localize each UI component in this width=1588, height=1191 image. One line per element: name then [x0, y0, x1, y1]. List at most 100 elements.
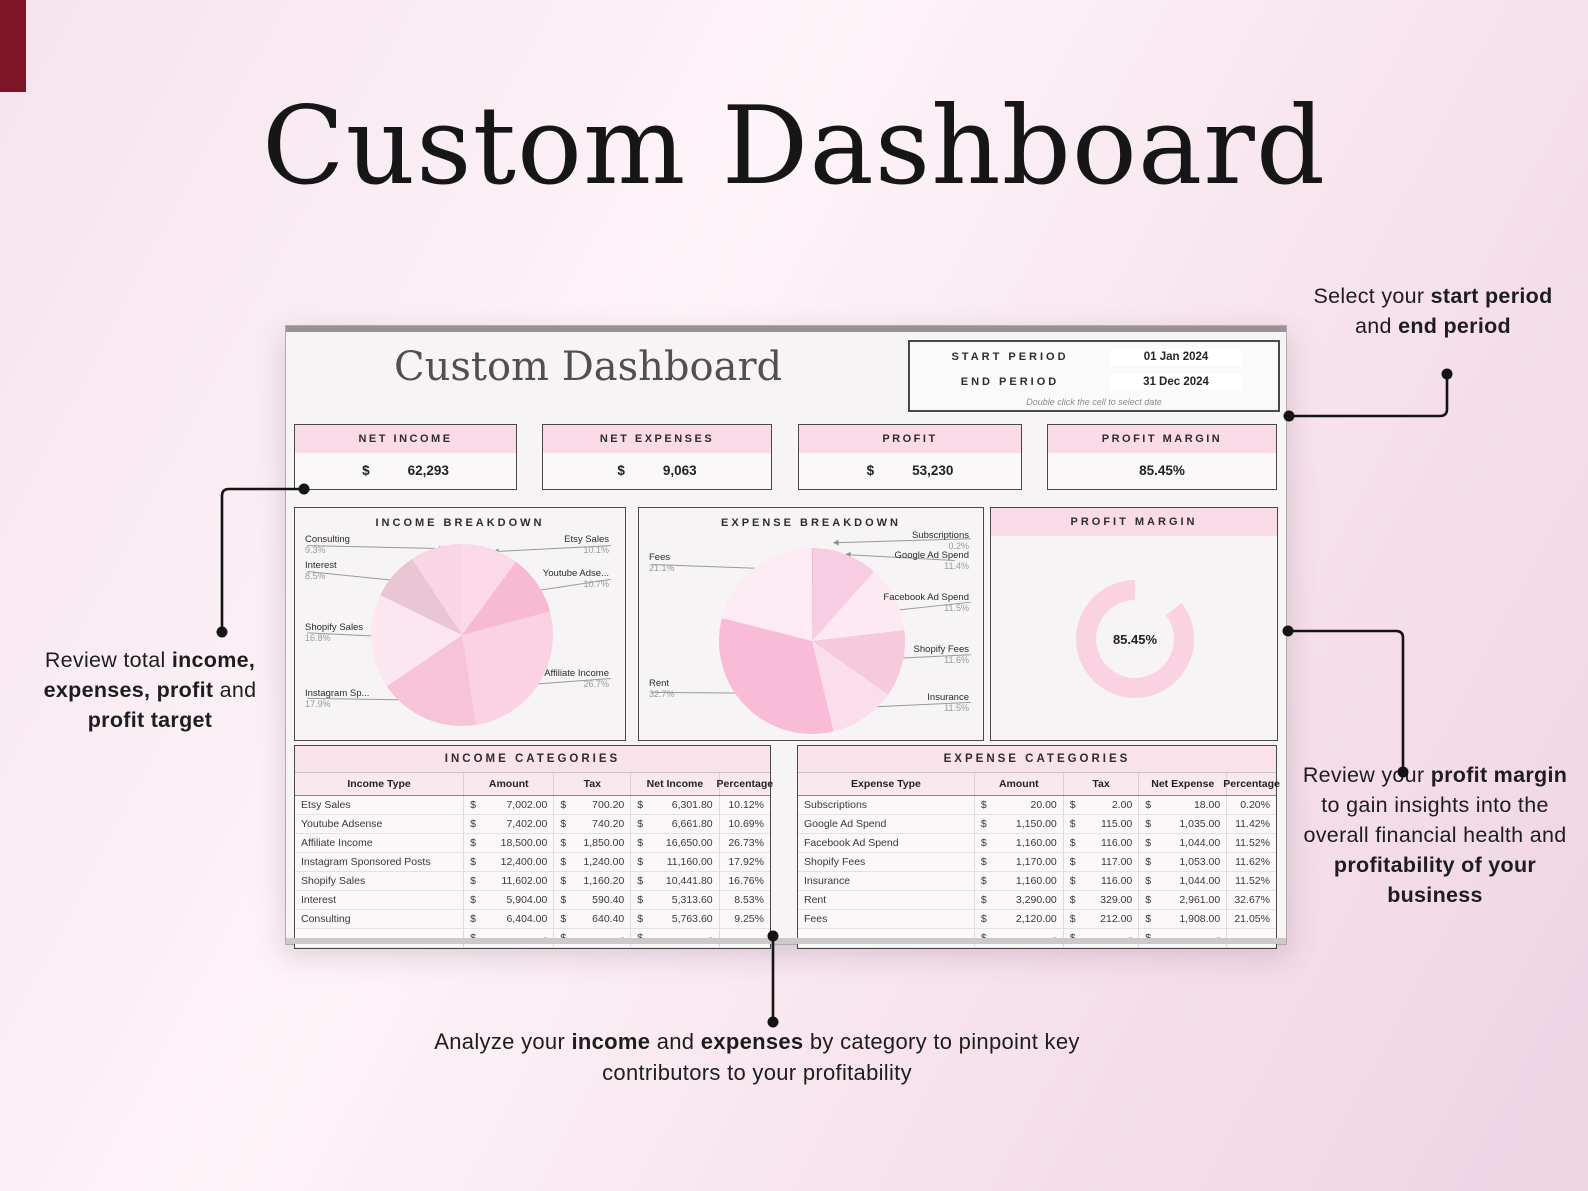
- table-header-row: Expense Type Amount Tax Net Expense Percenta…: [798, 772, 1280, 796]
- table-cell: Shopify Fees: [798, 853, 975, 871]
- table-cell: 11.52%: [1235, 837, 1270, 849]
- cell-value: 12,400.00: [500, 856, 548, 868]
- corner-mark: [0, 0, 26, 92]
- table-cell: Etsy Sales: [295, 796, 465, 814]
- cell-value: 1,908.00: [1179, 913, 1221, 925]
- cell-value: 2,120.00: [1015, 913, 1057, 925]
- kpi-label: NET EXPENSES: [543, 425, 771, 453]
- table-row: Google Ad Spend $1,150.00 $115.00 $1,035.00…: [798, 815, 1276, 834]
- currency-symbol: $: [1069, 913, 1076, 925]
- column-header: Amount: [464, 773, 555, 795]
- kpi-value: 9,063: [662, 462, 697, 478]
- cell-value: 11,160.00: [666, 856, 713, 868]
- table-row: Fees $2,120.00 $212.00 $1,908.00 21.05%: [798, 910, 1276, 929]
- start-period-value-cell[interactable]: 01 Jan 2024: [1110, 349, 1242, 365]
- kpi-value: 62,293: [407, 462, 449, 478]
- table-body: Etsy Sales $7,002.00 $700.20 $6,301.80 10.12…: [295, 796, 770, 948]
- cell-value: 1,150.00: [1015, 818, 1057, 830]
- cell-value: 7,402.00: [506, 818, 548, 830]
- table-cell: Subscriptions: [798, 796, 975, 814]
- cell-value: 2,961.00: [1179, 894, 1221, 906]
- table-cell: $2.00: [1064, 796, 1140, 814]
- table-cell: Affiliate Income: [295, 834, 465, 852]
- table-cell: $7,002.00: [464, 796, 555, 814]
- column-header: Tax: [554, 773, 632, 795]
- column-header: Expense Type: [798, 773, 975, 795]
- cell-value: 590.40: [592, 894, 625, 906]
- currency-symbol: $: [470, 856, 476, 868]
- cell-value: 11,602.00: [501, 875, 548, 887]
- end-period-value-cell[interactable]: 31 Dec 2024: [1110, 374, 1242, 390]
- cell-value: 5,313.60: [671, 894, 713, 906]
- table-cell: $1,053.00: [1139, 853, 1228, 871]
- table-cell: Consulting: [295, 910, 465, 928]
- table-cell: $1,160.00: [975, 834, 1064, 852]
- currency-symbol: $: [1145, 837, 1152, 849]
- table-cell: $116.00: [1064, 872, 1140, 890]
- table-row: Subscriptions $20.00 $2.00 $18.00 0.20%: [798, 796, 1276, 815]
- table-cell: $116.00: [1064, 834, 1140, 852]
- cell-value: 3,290.00: [1015, 894, 1057, 906]
- table-cell: $1,044.00: [1139, 872, 1228, 890]
- table-cell: $117.00: [1064, 853, 1140, 871]
- expense-categories-table: EXPENSE CATEGORIES Expense Type Amount Tax…: [797, 745, 1280, 949]
- table-cell: $700.20: [554, 796, 632, 814]
- table-cell: Google Ad Spend: [798, 815, 975, 833]
- currency-symbol: $: [866, 462, 875, 478]
- annotation-start-period: Select your start period and end period: [1313, 284, 1553, 338]
- expense-breakdown-panel: EXPENSE BREAKDOWN Subscriptions 0.2% Goog…: [638, 507, 984, 741]
- cell-value: 20.00: [1030, 799, 1057, 811]
- table-cell: $2,120.00: [975, 910, 1064, 928]
- kpi-card-net-income: NET INCOME $62,293: [294, 424, 517, 490]
- table-cell: $11,602.00: [464, 872, 555, 890]
- cell-value: 18,500.00: [500, 837, 548, 849]
- chart-title: INCOME BREAKDOWN: [375, 517, 545, 529]
- currency-symbol: $: [470, 913, 476, 925]
- annotation-categories: Analyze your income and expenses by cate…: [434, 1029, 1080, 1085]
- currency-symbol: $: [1069, 856, 1076, 868]
- column-header: Tax: [1064, 773, 1140, 795]
- table-header-row: Income Type Amount Tax Net Income Percentage: [295, 772, 774, 796]
- screenshot-bottom-edge: [286, 938, 1286, 944]
- currency-symbol: $: [560, 837, 567, 849]
- kpi-card-profit-margin: PROFIT MARGIN 85.45%: [1047, 424, 1277, 490]
- donut-value: 85.45%: [1096, 600, 1174, 678]
- cell-value: 1,160.00: [1015, 875, 1057, 887]
- currency-symbol: $: [470, 818, 476, 830]
- table-row: Affiliate Income $18,500.00 $1,850.00 $16,6…: [295, 834, 770, 853]
- start-period-row: START PERIOD 01 Jan 2024: [910, 347, 1278, 367]
- table-cell: $1,850.00: [554, 834, 632, 852]
- table-cell: $1,170.00: [975, 853, 1064, 871]
- currency-symbol: $: [637, 913, 644, 925]
- table-cell: 17.92%: [728, 856, 764, 868]
- chart-title: EXPENSE BREAKDOWN: [721, 517, 901, 529]
- currency-symbol: $: [560, 913, 567, 925]
- table-row: Facebook Ad Spend $1,160.00 $116.00 $1,044.…: [798, 834, 1276, 853]
- currency-symbol: $: [560, 894, 567, 906]
- currency-symbol: $: [637, 856, 644, 868]
- table-cell: $6,661.80: [631, 815, 720, 833]
- pie-label-subscriptions: Subscriptions 0.2%: [911, 530, 969, 551]
- currency-symbol: $: [470, 894, 476, 906]
- annotation-profit-margin: Review your profit margin to gain insigh…: [1302, 763, 1568, 907]
- table-cell: $12,400.00: [464, 853, 555, 871]
- cell-value: 700.20: [592, 799, 625, 811]
- cell-value: 6,301.80: [671, 799, 713, 811]
- currency-symbol: $: [637, 799, 644, 811]
- currency-symbol: $: [980, 856, 987, 868]
- currency-symbol: $: [980, 818, 987, 830]
- table-cell: 32.67%: [1234, 894, 1270, 906]
- currency-symbol: $: [980, 913, 987, 925]
- income-pie-chart: [371, 544, 553, 726]
- kpi-card-net-expenses: NET EXPENSES $9,063: [542, 424, 772, 490]
- currency-symbol: $: [617, 462, 625, 478]
- column-header: Income Type: [295, 773, 465, 795]
- table-row: Interest $5,904.00 $590.40 $5,313.60 8.53%: [295, 891, 770, 910]
- column-header: Percentage: [716, 778, 774, 790]
- cell-value: 1,044.00: [1179, 875, 1221, 887]
- period-hint: Double click the cell to select date: [1026, 397, 1162, 407]
- table-cell: $329.00: [1064, 891, 1140, 909]
- currency-symbol: $: [1145, 818, 1152, 830]
- table-cell: $3,290.00: [975, 891, 1064, 909]
- table-cell: $20.00: [975, 796, 1064, 814]
